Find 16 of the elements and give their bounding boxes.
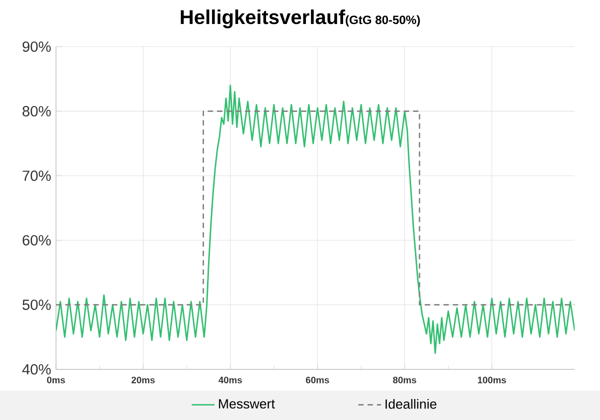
x-tick-label: 40ms bbox=[218, 376, 242, 384]
legend-label: Ideallinie bbox=[386, 398, 436, 409]
chart-subtitle: (GtG 80-50%) bbox=[346, 15, 420, 26]
x-tick-label: 80ms bbox=[393, 376, 416, 384]
legend-label: Messwert bbox=[218, 399, 275, 409]
y-tick-label: 90% bbox=[22, 41, 51, 52]
y-tick-label: 80% bbox=[22, 106, 51, 116]
x-tick-label: 20ms bbox=[132, 376, 155, 384]
y-tick-label: 40% bbox=[22, 364, 51, 375]
y-tick-label: 60% bbox=[22, 235, 51, 246]
chart-title: Helligkeitsverlauf bbox=[180, 10, 346, 28]
y-tick-label: 70% bbox=[22, 170, 51, 181]
x-tick-label: 60ms bbox=[306, 376, 330, 384]
x-tick-label: 0ms bbox=[47, 376, 65, 384]
x-tick-label: 100ms bbox=[478, 376, 506, 384]
y-tick-label: 50% bbox=[22, 300, 51, 310]
